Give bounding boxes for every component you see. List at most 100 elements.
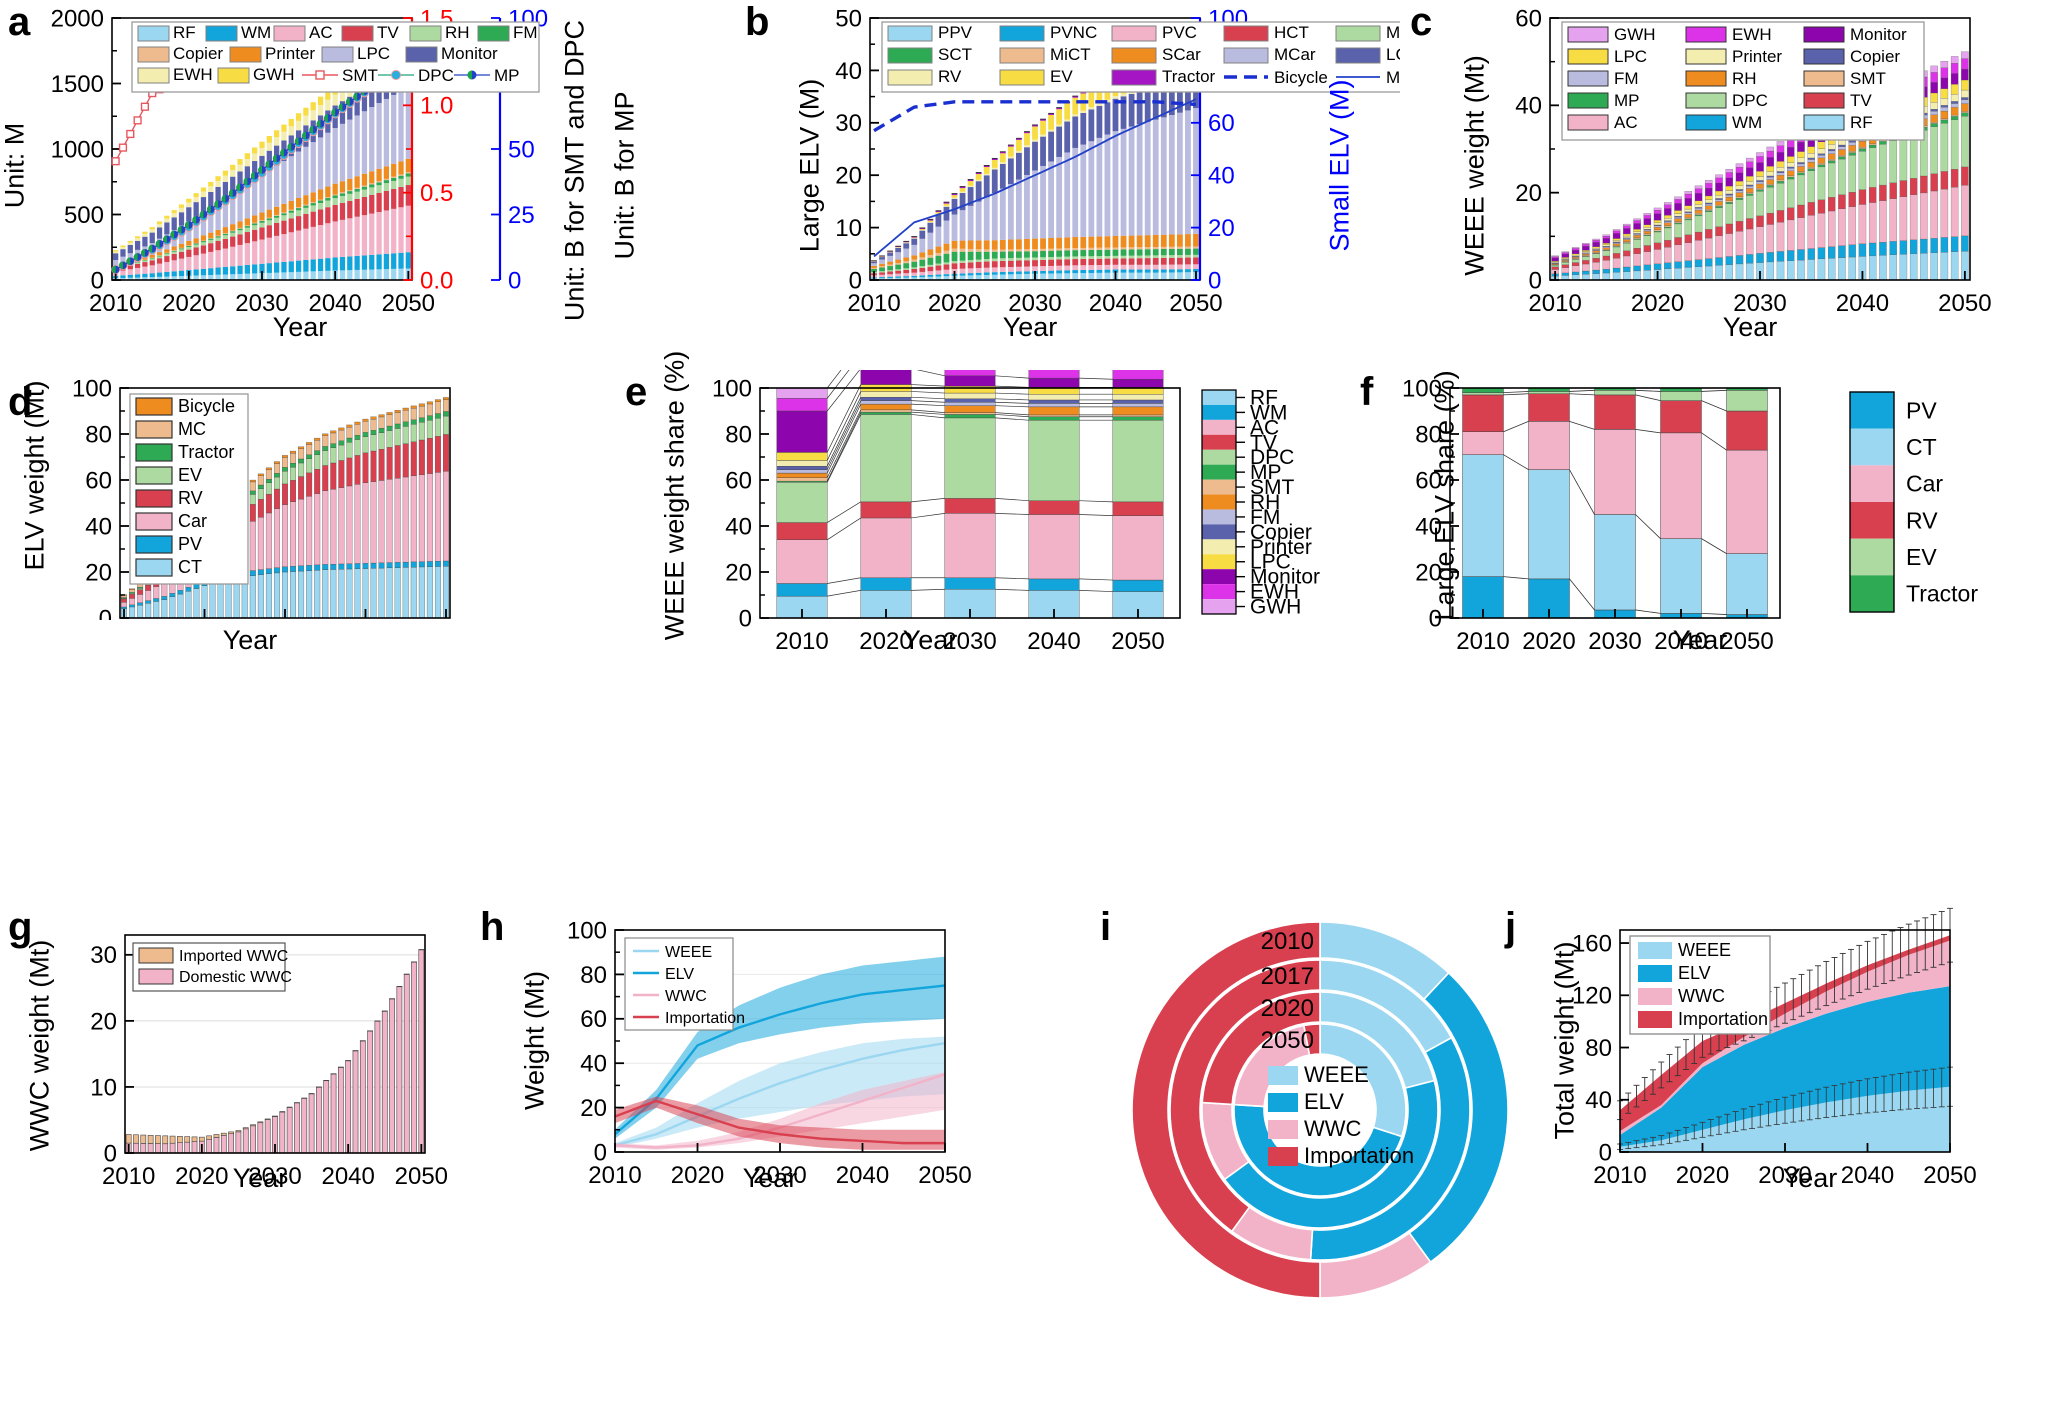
svg-text:30: 30 xyxy=(835,110,862,137)
svg-text:80: 80 xyxy=(580,962,607,989)
panel-f: f 0 20 40 60 80 100 2010 2020 2030 2040 2050 PV CT Ca… xyxy=(1340,370,2054,655)
svg-text:60: 60 xyxy=(1415,467,1442,494)
svg-text:RV: RV xyxy=(178,488,203,508)
svg-text:20: 20 xyxy=(725,559,752,586)
svg-text:40: 40 xyxy=(1515,93,1542,120)
svg-text:MP: MP xyxy=(1614,91,1640,110)
svg-text:0: 0 xyxy=(508,267,521,294)
svg-text:Importation: Importation xyxy=(1304,1143,1414,1168)
svg-text:WWC: WWC xyxy=(1678,986,1725,1006)
svg-text:10: 10 xyxy=(835,215,862,242)
svg-text:2030: 2030 xyxy=(235,290,288,317)
svg-text:2050: 2050 xyxy=(1169,290,1222,317)
svg-text:SMT: SMT xyxy=(1850,69,1886,88)
panel-g-xlabel: Year xyxy=(232,1163,288,1193)
svg-text:WWC: WWC xyxy=(1304,1116,1362,1141)
svg-text:MC: MC xyxy=(178,419,206,439)
svg-text:LPC: LPC xyxy=(1614,47,1647,66)
svg-text:Car: Car xyxy=(178,511,207,531)
svg-text:LPC: LPC xyxy=(357,44,390,63)
svg-text:2010: 2010 xyxy=(588,1162,641,1189)
panel-b-ylabel-right: Small ELV (M) xyxy=(1324,79,1355,252)
svg-text:AC: AC xyxy=(1614,113,1638,132)
panel-c-label: c xyxy=(1410,0,1433,44)
svg-text:2030: 2030 xyxy=(248,1163,301,1190)
svg-text:AC: AC xyxy=(309,23,333,42)
svg-text:EV: EV xyxy=(1906,544,1937,570)
svg-text:40: 40 xyxy=(1415,513,1442,540)
svg-text:2050: 2050 xyxy=(1111,628,1164,650)
svg-text:2010: 2010 xyxy=(1528,290,1581,317)
svg-text:40: 40 xyxy=(725,513,752,540)
svg-text:2050: 2050 xyxy=(1720,628,1773,650)
svg-text:DPC: DPC xyxy=(1732,91,1768,110)
svg-text:120: 120 xyxy=(1572,983,1612,1010)
svg-text:RH: RH xyxy=(445,23,470,42)
svg-text:2050: 2050 xyxy=(1261,1027,1314,1054)
panel-b-plot: 0102030405020102020203020402050020406080… xyxy=(835,5,1400,317)
panel-a-label: a xyxy=(8,0,31,44)
svg-text:2040: 2040 xyxy=(308,290,361,317)
svg-text:1000: 1000 xyxy=(51,136,104,163)
svg-text:2050: 2050 xyxy=(395,1163,448,1190)
svg-text:Monitor: Monitor xyxy=(1850,25,1907,44)
svg-text:TV: TV xyxy=(1850,91,1872,110)
svg-text:80: 80 xyxy=(725,421,752,448)
svg-text:60: 60 xyxy=(1515,5,1542,32)
svg-text:0: 0 xyxy=(1208,267,1221,294)
svg-text:1.0: 1.0 xyxy=(420,93,453,120)
svg-text:Importation: Importation xyxy=(1678,1009,1768,1029)
svg-text:2030: 2030 xyxy=(753,1162,806,1189)
svg-text:0: 0 xyxy=(91,267,104,294)
svg-text:30: 30 xyxy=(90,942,117,969)
panel-c-ylabel: WEEE weight (Mt) xyxy=(1459,55,1490,276)
panel-h-label: h xyxy=(480,905,505,949)
svg-text:MP: MP xyxy=(1250,461,1282,484)
svg-text:2010: 2010 xyxy=(847,290,900,317)
svg-text:Tractor: Tractor xyxy=(1906,581,1978,607)
svg-text:Monitor: Monitor xyxy=(1250,566,1320,589)
svg-text:20: 20 xyxy=(85,559,112,586)
svg-text:WEEE: WEEE xyxy=(665,944,712,961)
svg-text:0: 0 xyxy=(1529,267,1542,294)
panel-d-plot: 02040608010020102020203020402050BicycleM… xyxy=(72,375,451,620)
svg-text:20: 20 xyxy=(1515,180,1542,207)
svg-text:2020: 2020 xyxy=(928,290,981,317)
svg-text:2020: 2020 xyxy=(671,1162,724,1189)
svg-text:TV: TV xyxy=(377,23,399,42)
panel-f-xlabel: Year xyxy=(1672,625,1728,655)
svg-text:CT: CT xyxy=(178,557,202,577)
svg-text:40: 40 xyxy=(580,1051,607,1078)
svg-text:WM: WM xyxy=(241,23,271,42)
svg-text:2030: 2030 xyxy=(943,628,996,650)
svg-text:2040: 2040 xyxy=(321,1163,374,1190)
svg-text:FM: FM xyxy=(513,23,538,42)
svg-text:2040: 2040 xyxy=(1836,290,1889,317)
svg-text:2040: 2040 xyxy=(1089,290,1142,317)
svg-text:Copier: Copier xyxy=(1850,47,1900,66)
svg-text:Domestic WWC: Domestic WWC xyxy=(179,969,292,986)
svg-text:HCT: HCT xyxy=(1274,23,1309,42)
svg-text:ELV: ELV xyxy=(1678,963,1711,983)
svg-text:EV: EV xyxy=(178,465,202,485)
panel-b-label: b xyxy=(745,0,770,44)
svg-text:2017: 2017 xyxy=(1261,963,1314,990)
svg-text:RH: RH xyxy=(1250,491,1280,514)
svg-text:PVNC: PVNC xyxy=(1050,23,1097,42)
svg-text:SMT: SMT xyxy=(1250,476,1295,499)
svg-text:100: 100 xyxy=(72,375,112,402)
svg-text:80: 80 xyxy=(1415,421,1442,448)
panel-b: b 0 10 20 30 40 50 2010 2020 2030 2040 2050 0 20 40 60… xyxy=(745,0,1400,345)
svg-text:DPC: DPC xyxy=(1250,446,1294,469)
svg-text:SMT: SMT xyxy=(342,66,378,85)
svg-text:Bicycle: Bicycle xyxy=(178,396,235,416)
panel-c-xlabel: Year xyxy=(1722,312,1778,342)
svg-text:40: 40 xyxy=(835,58,862,85)
svg-text:Importation: Importation xyxy=(665,1010,745,1027)
svg-text:AC: AC xyxy=(1250,416,1279,439)
panel-b-ylabel: Large ELV (M) xyxy=(794,78,825,253)
svg-text:2050: 2050 xyxy=(918,1162,971,1189)
